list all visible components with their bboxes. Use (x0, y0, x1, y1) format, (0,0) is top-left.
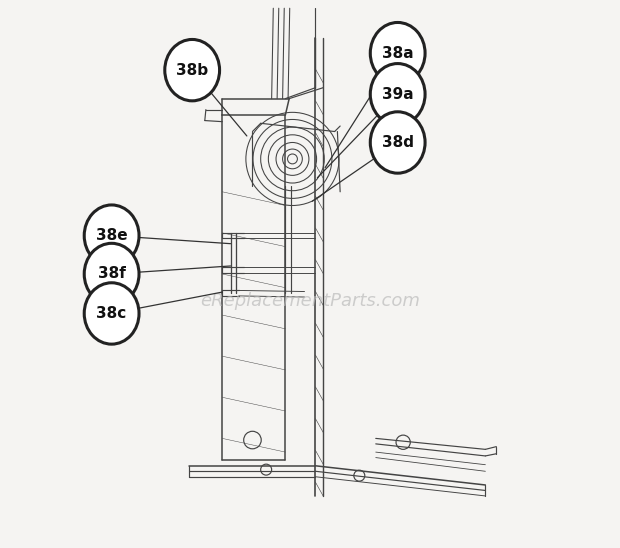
Ellipse shape (84, 243, 139, 305)
Ellipse shape (370, 112, 425, 173)
Text: 38a: 38a (382, 45, 414, 61)
Ellipse shape (84, 205, 139, 266)
Ellipse shape (84, 283, 139, 344)
Text: 39a: 39a (382, 87, 414, 102)
Ellipse shape (370, 22, 425, 84)
Ellipse shape (165, 39, 219, 101)
Text: 38e: 38e (96, 228, 128, 243)
Text: 38d: 38d (382, 135, 414, 150)
Text: 38f: 38f (98, 266, 126, 282)
Text: 38b: 38b (176, 62, 208, 78)
Ellipse shape (370, 64, 425, 125)
Text: 38c: 38c (97, 306, 126, 321)
Text: eReplacementParts.com: eReplacementParts.com (200, 293, 420, 310)
